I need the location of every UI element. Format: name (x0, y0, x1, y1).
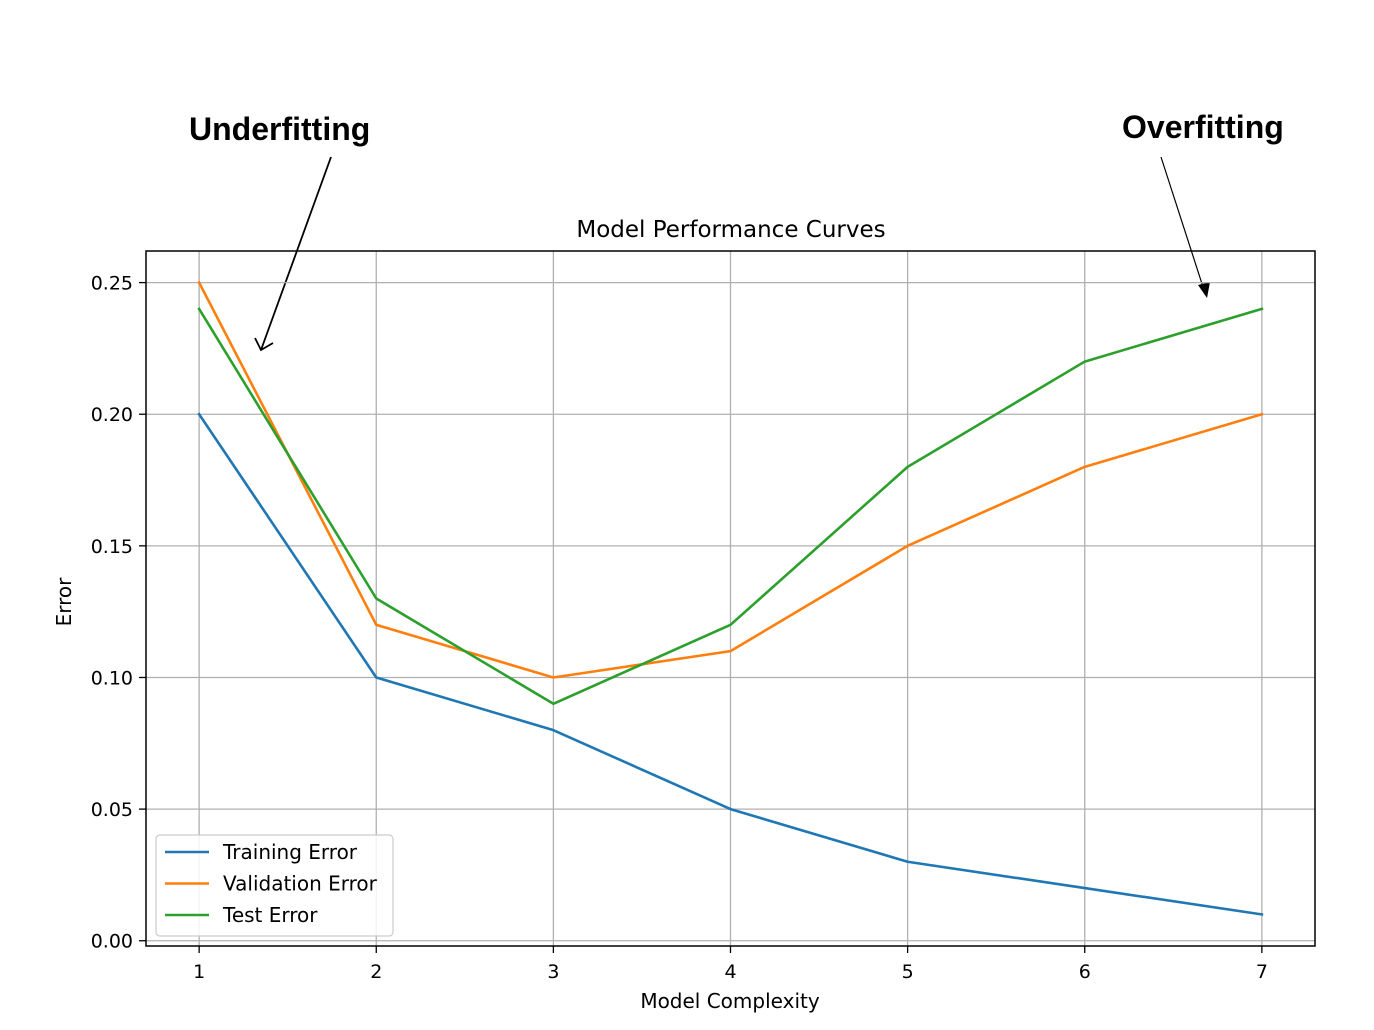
x-tick-label: 7 (1256, 961, 1268, 983)
y-tick-label: 0.15 (91, 536, 133, 558)
y-tick-label: 0.25 (91, 273, 133, 295)
test-error-line (197, 307, 1264, 706)
y-tick-label: 0.10 (91, 667, 133, 689)
y-tick-label: 0.00 (91, 931, 133, 953)
x-tick-label: 3 (547, 961, 559, 983)
y-tick-label: 0.20 (91, 404, 133, 426)
x-axis-label: Model Complexity (640, 989, 820, 1013)
legend: Training Error Validation Error Test Error (155, 834, 394, 937)
chart-title: Model Performance Curves (576, 217, 885, 243)
x-tick-label: 6 (1079, 961, 1091, 983)
legend-label-test-error: Test Error (222, 903, 318, 927)
underfitting-annotation: Underfitting (189, 111, 370, 147)
legend-box (155, 834, 394, 937)
x-axis-ticks: 1 2 3 4 5 6 7 (193, 946, 1268, 983)
y-axis-label: Error (52, 577, 76, 627)
series-lines (197, 280, 1264, 916)
overfitting-annotation: Overfitting (1122, 109, 1284, 145)
y-tick-label: 0.05 (91, 799, 133, 821)
x-tick-label: 1 (193, 961, 205, 983)
training-error-line (197, 412, 1264, 916)
legend-label-validation-error: Validation Error (223, 872, 378, 896)
underfitting-arrow (254, 156, 332, 352)
y-axis-ticks: 0.00 0.05 0.10 0.15 0.20 0.25 (91, 273, 146, 953)
x-tick-label: 4 (724, 961, 736, 983)
x-tick-label: 5 (902, 961, 914, 983)
overfitting-arrow (1160, 156, 1210, 298)
legend-label-training-error: Training Error (222, 840, 358, 864)
validation-error-line (197, 280, 1264, 679)
x-tick-label: 2 (370, 961, 382, 983)
plot-frame (145, 250, 1316, 947)
